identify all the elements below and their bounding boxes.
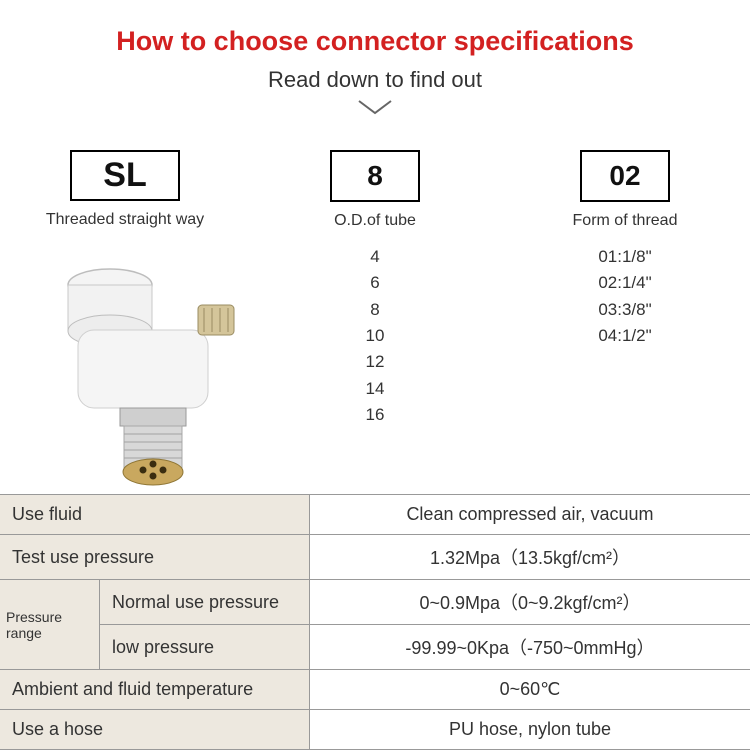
table-value: Clean compressed air, vacuum — [310, 495, 750, 534]
spec-col-od: 8 O.D.of tube 4 6 8 10 12 14 16 — [295, 150, 455, 428]
table-label: Ambient and fluid temperature — [0, 670, 310, 709]
list-item: 12 — [366, 349, 385, 375]
list-item: 10 — [366, 323, 385, 349]
table-value: 0~60℃ — [310, 670, 750, 709]
chevron-down-icon — [0, 99, 750, 122]
table-row: Ambient and fluid temperature 0~60℃ — [0, 670, 750, 710]
spec-label-od: O.D.of tube — [334, 212, 416, 230]
table-row: Use a hose PU hose, nylon tube — [0, 710, 750, 750]
spec-box-od: 8 — [330, 150, 420, 202]
list-item: 4 — [366, 244, 385, 270]
list-item: 8 — [366, 297, 385, 323]
table-group-label: Pressure range — [0, 580, 100, 669]
page-title: How to choose connector specifications — [0, 0, 750, 57]
table-label: Normal use pressure — [100, 580, 310, 624]
spec-values-thread: 01:1/8" 02:1/4" 03:3/8" 04:1/2" — [598, 244, 651, 349]
list-item: 16 — [366, 402, 385, 428]
spec-label-type: Threaded straight way — [46, 211, 204, 229]
spec-box-thread: 02 — [580, 150, 670, 202]
table-row-pressure-range: Pressure range Normal use pressure 0~0.9… — [0, 580, 750, 670]
table-value: 0~0.9Mpa（0~9.2kgf/cm²） — [310, 580, 750, 624]
list-item: 04:1/2" — [598, 323, 651, 349]
list-item: 6 — [366, 270, 385, 296]
connector-illustration — [48, 250, 258, 520]
list-item: 02:1/4" — [598, 270, 651, 296]
table-value: -99.99~0Kpa（-750~0mmHg） — [310, 625, 750, 669]
table-row: Test use pressure 1.32Mpa（13.5kgf/cm²） — [0, 535, 750, 580]
spec-label-thread: Form of thread — [573, 212, 678, 230]
page-subtitle: Read down to find out — [0, 67, 750, 93]
table-label: low pressure — [100, 625, 310, 669]
table-value: 1.32Mpa（13.5kgf/cm²） — [310, 535, 750, 579]
table-value: PU hose, nylon tube — [310, 710, 750, 749]
table-label: Test use pressure — [0, 535, 310, 579]
table-label: Use a hose — [0, 710, 310, 749]
table-row: Use fluid Clean compressed air, vacuum — [0, 495, 750, 535]
page: How to choose connector specifications R… — [0, 0, 750, 750]
list-item: 14 — [366, 376, 385, 402]
list-item: 01:1/8" — [598, 244, 651, 270]
spec-values-od: 4 6 8 10 12 14 16 — [366, 244, 385, 428]
spec-col-thread: 02 Form of thread 01:1/8" 02:1/4" 03:3/8… — [545, 150, 705, 349]
spec-col-type: SL Threaded straight way — [45, 150, 205, 229]
table-label: Use fluid — [0, 495, 310, 534]
spec-table: Use fluid Clean compressed air, vacuum T… — [0, 494, 750, 750]
list-item: 03:3/8" — [598, 297, 651, 323]
spec-box-type: SL — [70, 150, 180, 201]
